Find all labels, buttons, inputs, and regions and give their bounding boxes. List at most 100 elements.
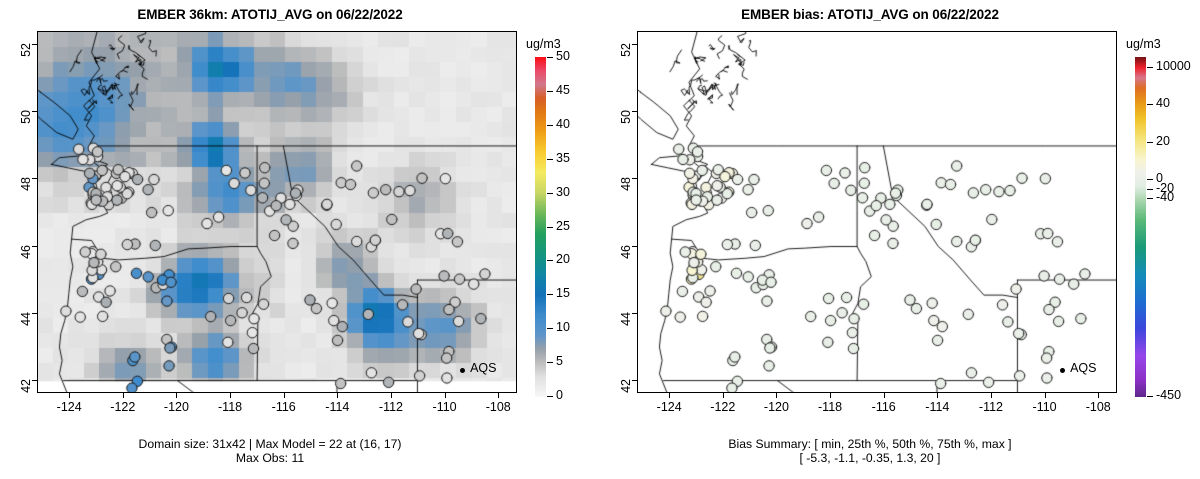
y-axis-label: 52 xyxy=(19,43,33,58)
panel-bias: EMBER bias: ATOTIJ_AVG on 06/22/2022 -12… xyxy=(600,0,1200,479)
x-axis-tick xyxy=(883,393,885,398)
x-axis-label: -122 xyxy=(110,400,136,414)
panel-model-caption-line2: Max Obs: 11 xyxy=(235,451,305,465)
x-axis-label: -116 xyxy=(871,400,896,414)
colorbar-tick xyxy=(547,226,553,228)
colorbar-tick xyxy=(547,124,553,126)
y-axis-label: 48 xyxy=(19,177,33,192)
bias-colorbar-gradient xyxy=(1135,57,1146,397)
y-axis-tick xyxy=(32,312,37,314)
x-axis-tick xyxy=(230,393,232,398)
x-axis-tick xyxy=(669,393,671,398)
x-axis-tick xyxy=(722,393,724,398)
panel-bias-caption-line2: [ -5.3, -1.1, -0.35, 1.3, 20 ] xyxy=(799,451,941,465)
x-axis-tick xyxy=(990,393,992,398)
colorbar-tick xyxy=(547,57,553,58)
aqs-legend-label: AQS xyxy=(470,361,497,376)
x-axis-tick xyxy=(444,393,446,398)
x-axis-label: -110 xyxy=(432,400,457,414)
y-axis-label: 44 xyxy=(19,311,33,326)
x-axis-label: -114 xyxy=(325,400,350,414)
y-axis-label: 44 xyxy=(619,311,633,326)
x-axis-label: -112 xyxy=(378,400,403,414)
x-axis-label: -120 xyxy=(163,400,189,414)
x-axis-label: -120 xyxy=(763,400,789,414)
colorbar-tick-label: 20 xyxy=(556,252,570,267)
x-axis-tick xyxy=(1044,393,1046,398)
x-axis-tick xyxy=(498,393,500,398)
colorbar-tick-label: 50 xyxy=(556,49,570,63)
y-axis-label: 42 xyxy=(19,378,33,393)
colorbar-tick-label: 25 xyxy=(556,218,570,233)
panel-bias-title: EMBER bias: ATOTIJ_AVG on 06/22/2022 xyxy=(741,7,999,22)
x-axis-tick xyxy=(122,393,124,398)
colorbar-tick-label: -450 xyxy=(1156,388,1182,402)
y-axis-label: 50 xyxy=(19,110,33,125)
y-axis-tick xyxy=(32,379,37,381)
y-axis-tick xyxy=(632,312,637,314)
y-axis-label: 46 xyxy=(619,244,633,259)
y-axis-tick xyxy=(632,111,637,113)
colorbar-tick xyxy=(547,90,553,92)
colorbar-tick-label: -40 xyxy=(1156,190,1175,205)
colorbar-tick xyxy=(1147,141,1153,143)
x-axis-label: -122 xyxy=(710,400,736,414)
y-axis-tick xyxy=(632,178,637,180)
bias-colorbar-units: ug/m3 xyxy=(1126,37,1161,51)
colorbar-tick-label: 35 xyxy=(556,150,570,165)
x-axis-label: -108 xyxy=(485,400,511,414)
panel-bias-plot-frame xyxy=(637,31,1117,393)
y-axis-tick xyxy=(32,44,37,46)
colorbar-tick-label: 40 xyxy=(556,116,570,131)
x-axis-label: -124 xyxy=(656,400,682,414)
colorbar-tick-label: 30 xyxy=(556,184,570,199)
colorbar-tick-label: 40 xyxy=(1156,96,1170,111)
colorbar-tick-label: 45 xyxy=(556,82,570,97)
x-axis-label: -118 xyxy=(818,400,843,414)
y-axis-tick xyxy=(632,44,637,46)
x-axis-tick xyxy=(390,393,392,398)
model-colorbar-gradient xyxy=(535,57,546,397)
x-axis-tick xyxy=(937,393,939,398)
y-axis-label: 50 xyxy=(619,110,633,125)
panel-model: EMBER 36km: ATOTIJ_AVG on 06/22/2022 -12… xyxy=(19,7,570,465)
aqs-legend-dot xyxy=(1060,368,1066,374)
colorbar-tick xyxy=(1147,396,1153,397)
panel-model-plot-frame xyxy=(37,31,517,393)
panel-model-title: EMBER 36km: ATOTIJ_AVG on 06/22/2022 xyxy=(137,7,403,22)
colorbar-tick xyxy=(1147,179,1153,181)
colorbar-tick xyxy=(547,260,553,262)
colorbar-tick-label: 15 xyxy=(556,286,570,301)
y-axis-label: 42 xyxy=(619,378,633,393)
x-axis-tick xyxy=(776,393,778,398)
colorbar-tick xyxy=(1147,188,1153,190)
y-axis-label: 48 xyxy=(619,177,633,192)
colorbar-tick xyxy=(547,362,553,364)
model-colorbar-units: ug/m3 xyxy=(526,37,561,51)
y-axis-tick xyxy=(632,379,637,381)
colorbar-tick xyxy=(1147,198,1153,200)
x-axis-label: -116 xyxy=(271,400,296,414)
y-axis-label: 46 xyxy=(19,244,33,259)
panel-model-caption-line1: Domain size: 31x42 | Max Model = 22 at (… xyxy=(138,437,402,451)
x-axis-label: -124 xyxy=(56,400,82,414)
y-axis-tick xyxy=(632,245,637,247)
aqs-legend-dot xyxy=(460,368,466,374)
colorbar-tick xyxy=(547,294,553,296)
colorbar-tick xyxy=(1147,67,1153,69)
colorbar-tick-label: 0 xyxy=(1156,171,1163,186)
x-axis-label: -112 xyxy=(978,400,1003,414)
colorbar-tick xyxy=(1147,104,1153,106)
x-axis-tick xyxy=(176,393,178,398)
aqs-legend-label: AQS xyxy=(1070,361,1097,376)
bias-map-overlay xyxy=(638,32,1116,392)
colorbar-tick-label: 5 xyxy=(556,354,563,369)
x-axis-label: -110 xyxy=(1032,400,1057,414)
x-axis-tick xyxy=(283,393,285,398)
panel-bias-caption-line1: Bias Summary: [ min, 25th %, 50th %, 75t… xyxy=(728,437,1012,451)
x-axis-tick xyxy=(337,393,339,398)
x-axis-tick xyxy=(69,393,71,398)
colorbar-tick-label: 10 xyxy=(556,320,570,335)
colorbar-tick-label: -20 xyxy=(1156,180,1175,195)
